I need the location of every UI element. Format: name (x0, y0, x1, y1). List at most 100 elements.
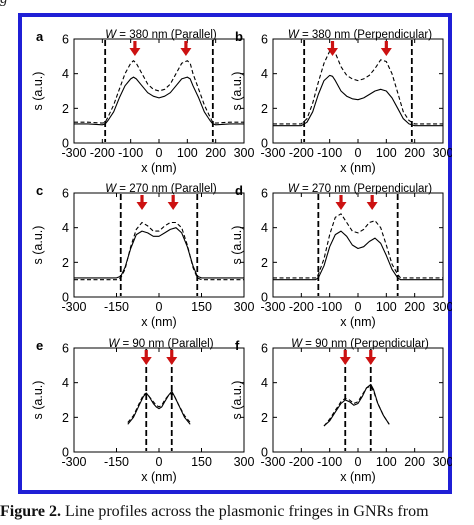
fringe-arrow-head (327, 48, 338, 56)
x-tick-label: 0 (355, 146, 362, 160)
y-tick-label: 4 (261, 221, 268, 235)
x-tick-label: -150 (104, 300, 129, 314)
x-tick-label: 200 (404, 455, 425, 469)
fringe-arrow-head (366, 202, 378, 210)
y-tick-label: 0 (261, 291, 268, 305)
x-axis-label: x (nm) (141, 470, 176, 484)
fringe-arrow-shaft (343, 350, 347, 358)
y-tick-label: 6 (62, 342, 69, 356)
x-tick-label: -100 (317, 300, 342, 314)
x-tick-label: 100 (177, 146, 198, 160)
x-tick-label: 150 (191, 300, 212, 314)
figure-frame (18, 13, 452, 494)
y-tick-label: 0 (261, 446, 268, 460)
series-line-solid (273, 74, 443, 127)
fringe-arrow-head (365, 357, 377, 365)
panel-title-text: = 270 nm (Perpendicular) (299, 183, 432, 195)
y-tick-label: 4 (261, 376, 268, 390)
x-tick-label: -200 (289, 146, 314, 160)
panel-title-text: = 270 nm (Parallel) (116, 183, 217, 195)
y-tick-label: 2 (261, 102, 268, 116)
x-tick-label: -200 (289, 300, 314, 314)
x-axis-label: x (nm) (141, 161, 176, 175)
panel-c: c W = 270 nm (Parallel) 0 2 4 6 -300 -150 0 150 30… (31, 183, 254, 329)
x-tick-label: 300 (433, 455, 452, 469)
y-tick-label: 2 (62, 102, 69, 116)
y-tick-label: 2 (62, 411, 69, 425)
series-line-dashed (273, 48, 443, 125)
panel-title-variable: W (288, 183, 300, 195)
panel-letter: f (235, 338, 240, 353)
x-tick-label: 100 (376, 146, 397, 160)
y-tick-label: 0 (62, 291, 69, 305)
y-tick-label: 4 (62, 376, 69, 390)
x-tick-label: 0 (355, 455, 362, 469)
y-tick-label: 6 (261, 342, 268, 356)
series-line-dashed (74, 60, 244, 124)
panel-title: W = 380 nm (Parallel) (105, 29, 217, 41)
y-tick-label: 4 (62, 67, 69, 81)
y-axis-label: s (a.u.) (230, 72, 244, 111)
x-tick-label: -300 (260, 300, 285, 314)
fringe-arrow-shaft (339, 195, 343, 203)
figure-caption: Figure 2. Line profiles across the plasm… (0, 503, 474, 521)
panel-title-text: = 380 nm (Parallel) (116, 29, 217, 41)
series-line-solid (127, 390, 191, 425)
y-axis-label: s (a.u.) (31, 381, 45, 420)
x-tick-label: 150 (191, 455, 212, 469)
panel-b: b W = 380 nm (Perpendicular) 0 2 4 6 -300 -200-… (230, 29, 452, 175)
x-tick-label: 200 (404, 146, 425, 160)
fringe-arrow-shaft (330, 41, 335, 49)
x-tick-label: 100 (376, 455, 397, 469)
fringe-arrow-head (335, 202, 347, 210)
figure-caption-label: Figure 2. (0, 503, 62, 520)
plot-area (272, 192, 444, 298)
x-tick-label: -300 (260, 146, 285, 160)
fringe-arrow-shaft (384, 41, 388, 49)
x-tick-label: 0 (156, 300, 163, 314)
panel-f: f W = 90 nm (Perpendicular) 0 2 4 6 -300 -200 -1… (230, 338, 452, 484)
fringe-arrow-shaft (369, 350, 373, 358)
fringe-arrow-head (129, 48, 141, 56)
x-tick-label: -300 (61, 146, 86, 160)
panel-title-text: = 90 nm (Parallel) (119, 338, 213, 350)
x-tick-label: 0 (355, 300, 362, 314)
panel-e: e W = 90 nm (Parallel) 0 2 4 6 -300 -150 0 150 300… (31, 338, 254, 484)
fringe-arrow-head (339, 357, 351, 365)
panel-title-variable: W (105, 29, 117, 41)
fringe-arrow-head (167, 202, 179, 210)
fringe-arrow-head (136, 202, 148, 210)
x-tick-label: 300 (433, 146, 452, 160)
x-tick-label: -100 (317, 455, 342, 469)
fringe-arrow-head (140, 357, 152, 365)
fringe-arrow-shaft (170, 350, 174, 358)
series-line-dashed (127, 392, 191, 423)
plot-area (272, 347, 444, 453)
panel-title-text: = 380 nm (Perpendicular) (299, 29, 432, 41)
panel-title-variable: W (108, 338, 120, 350)
x-tick-label: 0 (156, 146, 163, 160)
series-line-solid (273, 230, 443, 281)
x-tick-label: -200 (90, 146, 115, 160)
x-tick-label: 0 (156, 455, 163, 469)
y-tick-label: 4 (261, 67, 268, 81)
fringe-arrow-shaft (144, 350, 148, 358)
panel-title-variable: W (291, 338, 303, 350)
panel-title-variable: W (105, 183, 117, 195)
panel-letter: a (36, 29, 44, 44)
panel-letter: c (36, 183, 43, 198)
x-tick-label: 200 (205, 146, 226, 160)
series-line-solid (74, 76, 244, 126)
fringe-arrow-head (180, 48, 192, 56)
x-tick-label: -300 (61, 300, 86, 314)
y-tick-label: 0 (261, 137, 268, 151)
panel-title: W = 270 nm (Parallel) (105, 183, 217, 195)
series-line-dashed (74, 221, 244, 281)
x-tick-label: -100 (118, 146, 143, 160)
panel-letter: e (36, 338, 43, 353)
panel-title: W = 380 nm (Perpendicular) (288, 29, 432, 41)
panel-letter: b (235, 29, 243, 44)
x-tick-label: -300 (61, 455, 86, 469)
x-axis-label: x (nm) (340, 161, 375, 175)
y-tick-label: 4 (62, 221, 69, 235)
